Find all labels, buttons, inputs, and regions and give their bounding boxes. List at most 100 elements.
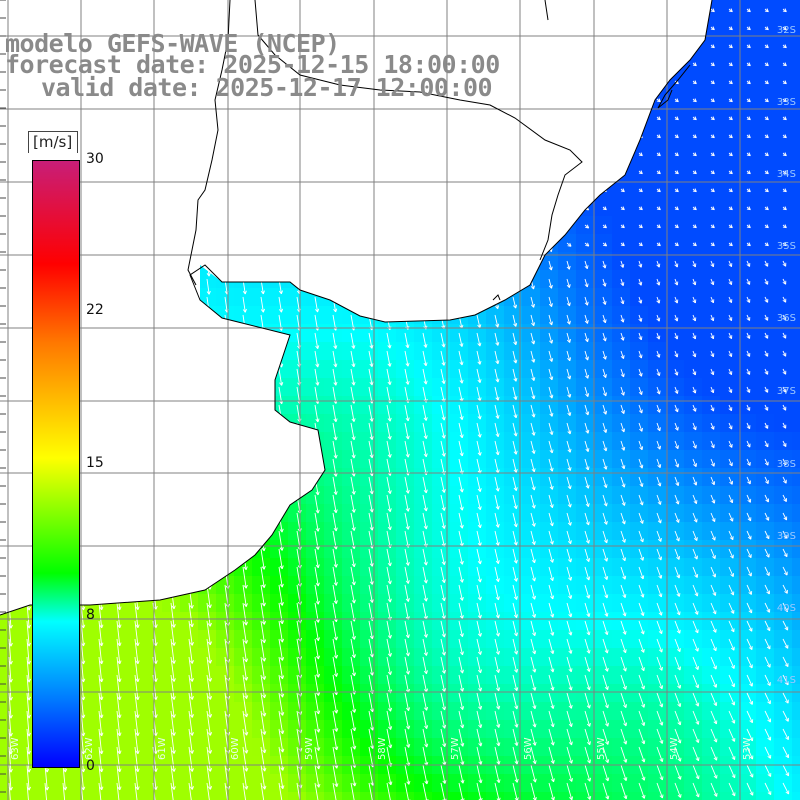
- wind-cell: [108, 558, 127, 577]
- wind-arrow: [8, 98, 13, 117]
- wind-cell: [432, 0, 451, 19]
- wind-cell: [792, 198, 800, 217]
- wind-arrow: [386, 260, 392, 275]
- wind-cell: [144, 396, 163, 415]
- wind-cell: [90, 108, 109, 127]
- wind-arrow: [8, 152, 13, 172]
- wind-cell: [522, 198, 541, 217]
- wind-arrow: [116, 332, 121, 351]
- wind-arrow: [638, 314, 643, 322]
- wind-cell: [486, 0, 505, 19]
- wind-arrow: [314, 278, 320, 294]
- wind-cell: [414, 792, 433, 800]
- wind-arrow: [386, 134, 391, 145]
- wind-arrow: [278, 224, 283, 240]
- wind-arrow: [692, 170, 697, 175]
- wind-cell: [576, 36, 595, 55]
- wind-cell: [612, 144, 631, 163]
- wind-cell: [0, 576, 19, 595]
- wind-cell: [234, 108, 253, 127]
- wind-arrow: [116, 512, 122, 536]
- wind-cell: [702, 792, 721, 800]
- wind-cell: [108, 468, 127, 487]
- wind-cell: [90, 414, 109, 433]
- wind-arrow: [350, 242, 356, 257]
- wind-arrow: [584, 8, 589, 13]
- wind-arrow: [116, 404, 121, 425]
- wind-arrow: [440, 440, 446, 457]
- wind-cell: [162, 180, 181, 199]
- wind-arrow: [710, 260, 715, 268]
- wind-arrow: [314, 368, 320, 386]
- wind-arrow: [26, 422, 31, 446]
- wind-arrow: [638, 278, 643, 286]
- wind-arrow: [620, 404, 625, 414]
- wind-arrow: [98, 386, 103, 407]
- wind-arrow: [710, 296, 715, 304]
- wind-arrow: [692, 386, 697, 394]
- wind-arrow: [116, 458, 122, 481]
- wind-arrow: [782, 260, 787, 267]
- wind-arrow: [602, 368, 607, 378]
- wind-cell: [90, 270, 109, 289]
- wind-arrow: [566, 80, 571, 85]
- wind-arrow: [367, 8, 372, 17]
- wind-cell: [90, 432, 109, 451]
- wind-cell: [0, 792, 19, 800]
- wind-cell: [162, 450, 181, 469]
- wind-arrow: [278, 368, 284, 386]
- wind-arrow: [152, 242, 157, 260]
- wind-arrow: [386, 206, 391, 220]
- wind-cell: [162, 198, 181, 217]
- wind-arrow: [584, 62, 589, 67]
- wind-cell: [540, 180, 559, 199]
- wind-cell: [270, 108, 289, 127]
- wind-cell: [144, 126, 163, 145]
- lat-label: 40S: [776, 603, 796, 614]
- wind-arrow: [188, 332, 193, 350]
- wind-arrow: [710, 206, 715, 211]
- wind-arrow: [116, 350, 121, 370]
- wind-arrow: [440, 206, 445, 219]
- wind-arrow: [80, 548, 86, 574]
- wind-arrow: [620, 44, 625, 49]
- wind-cell: [234, 378, 253, 397]
- wind-arrow: [602, 440, 608, 452]
- wind-cell: [126, 198, 145, 217]
- wind-arrow: [62, 8, 67, 25]
- wind-cell: [558, 0, 577, 19]
- wind-arrow: [116, 494, 122, 518]
- wind-cell: [144, 504, 163, 523]
- wind-cell: [792, 504, 800, 523]
- wind-arrow: [134, 548, 140, 573]
- wind-arrow: [674, 368, 679, 376]
- wind-arrow: [206, 404, 212, 423]
- wind-cell: [396, 288, 415, 307]
- wind-cell: [54, 792, 73, 800]
- wind-arrow: [530, 62, 535, 71]
- wind-cell: [486, 234, 505, 253]
- wind-cell: [414, 126, 433, 145]
- wind-cell: [648, 36, 667, 55]
- wind-cell: [180, 432, 199, 451]
- wind-arrow: [494, 368, 500, 383]
- wind-cell: [144, 288, 163, 307]
- wind-cell: [0, 180, 19, 199]
- wind-cell: [288, 468, 307, 487]
- wind-arrow: [710, 350, 715, 358]
- wind-arrow: [278, 188, 283, 203]
- wind-cell: [792, 144, 800, 163]
- wind-arrow: [278, 296, 284, 313]
- wind-arrow: [746, 188, 751, 193]
- wind-arrow: [206, 224, 211, 241]
- wind-cell: [162, 792, 181, 800]
- wind-arrow: [368, 242, 374, 257]
- wind-arrow: [350, 224, 355, 239]
- wind-arrow: [638, 188, 643, 193]
- wind-cell: [324, 162, 343, 181]
- wind-arrow: [493, 8, 499, 17]
- wind-arrow: [548, 26, 553, 35]
- wind-cell: [108, 450, 127, 469]
- wind-cell: [90, 198, 109, 217]
- wind-cell: [90, 234, 109, 253]
